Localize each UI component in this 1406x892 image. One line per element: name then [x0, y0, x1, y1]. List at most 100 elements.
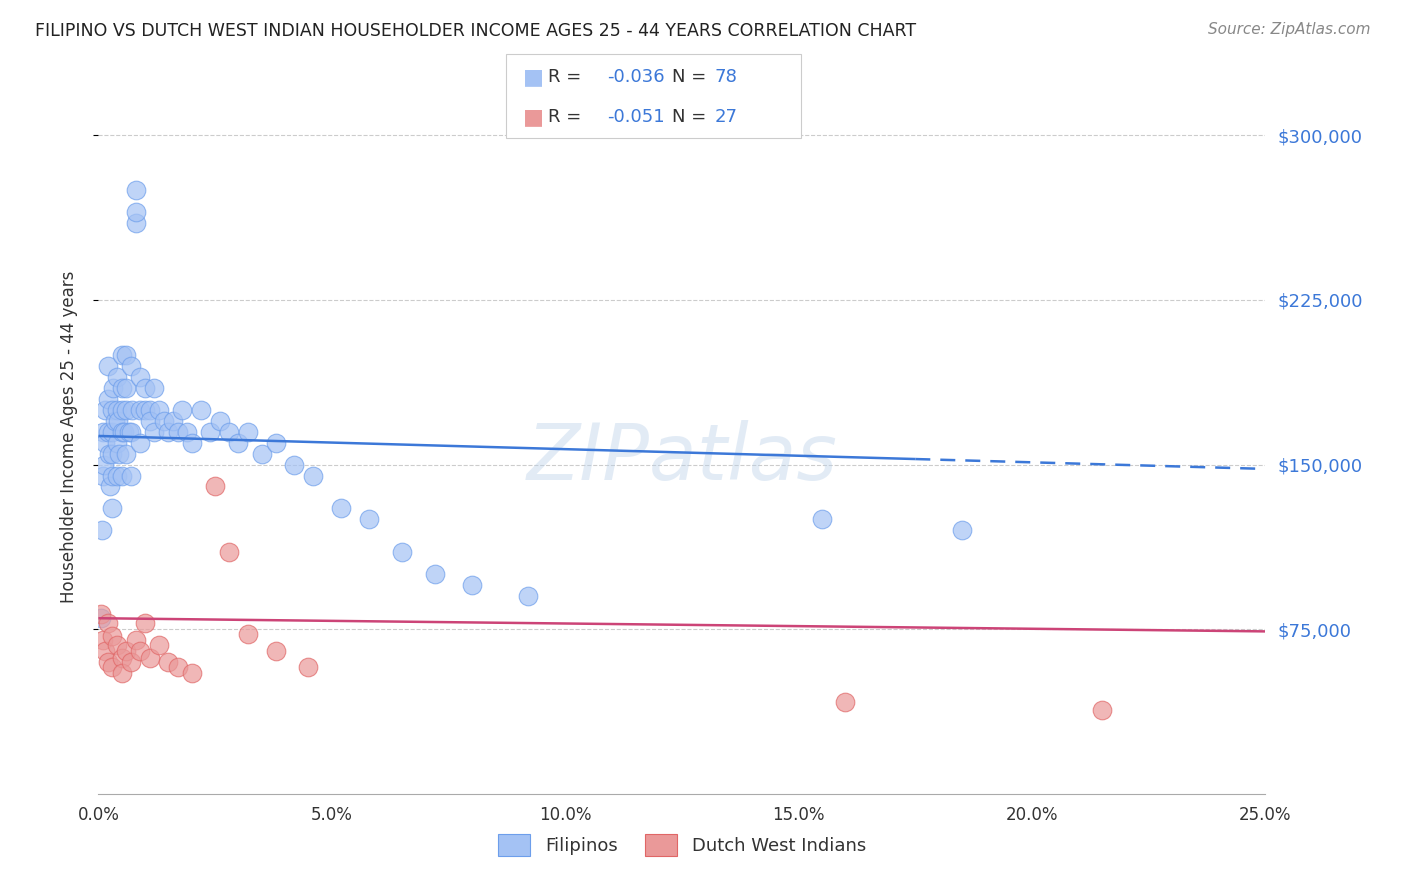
Point	[162, 414, 184, 428]
Point	[91, 524, 114, 538]
Point	[91, 468, 114, 483]
Point	[180, 666, 202, 681]
Point	[101, 659, 124, 673]
Point	[218, 425, 240, 439]
Point	[101, 468, 124, 483]
Point	[112, 425, 135, 439]
Text: 78: 78	[714, 69, 737, 87]
Point	[134, 381, 156, 395]
Point	[111, 381, 134, 395]
Point	[101, 501, 124, 516]
Text: ■: ■	[523, 107, 544, 127]
Point	[166, 425, 188, 439]
Point	[115, 381, 138, 395]
Point	[176, 425, 198, 439]
Point	[120, 655, 142, 669]
Point	[129, 644, 152, 658]
Point	[1091, 703, 1114, 717]
Text: R =: R =	[548, 69, 588, 87]
Point	[120, 359, 142, 373]
Point	[97, 392, 120, 406]
Point	[98, 479, 121, 493]
Point	[94, 644, 117, 658]
Point	[228, 435, 250, 450]
Point	[134, 615, 156, 630]
Point	[101, 446, 124, 460]
Point	[236, 425, 259, 439]
Point	[91, 425, 114, 439]
Point	[103, 381, 125, 395]
Point	[218, 545, 240, 559]
Text: R =: R =	[548, 108, 588, 126]
Point	[105, 369, 128, 384]
Point	[166, 659, 188, 673]
Text: -0.051: -0.051	[607, 108, 665, 126]
Text: N =: N =	[672, 108, 711, 126]
Point	[111, 650, 134, 665]
Point	[283, 458, 305, 472]
Point	[208, 414, 231, 428]
Point	[950, 524, 973, 538]
Point	[129, 402, 152, 417]
Point	[190, 402, 212, 417]
Point	[180, 435, 202, 450]
Point	[94, 402, 117, 417]
Point	[97, 425, 120, 439]
Point	[204, 479, 226, 493]
Point	[111, 348, 134, 362]
Point	[93, 458, 115, 472]
Point	[125, 633, 148, 648]
Point	[264, 644, 287, 658]
Point	[125, 183, 148, 197]
Point	[172, 402, 194, 417]
Point	[107, 414, 129, 428]
Point	[811, 512, 834, 526]
Point	[834, 695, 856, 709]
Point	[129, 435, 152, 450]
Point	[101, 629, 124, 643]
Point	[297, 659, 319, 673]
Point	[111, 402, 134, 417]
Point	[104, 414, 127, 428]
Point	[139, 650, 162, 665]
Point	[115, 446, 138, 460]
Point	[97, 359, 120, 373]
Point	[101, 402, 124, 417]
Point	[94, 435, 117, 450]
Text: ZIPatlas: ZIPatlas	[526, 420, 838, 497]
Point	[157, 425, 180, 439]
Point	[359, 512, 381, 526]
Point	[111, 666, 134, 681]
Point	[90, 611, 112, 625]
Point	[97, 615, 120, 630]
Point	[91, 633, 114, 648]
Y-axis label: Householder Income Ages 25 - 44 years: Householder Income Ages 25 - 44 years	[59, 271, 77, 603]
Point	[129, 369, 152, 384]
Point	[101, 425, 124, 439]
Point	[200, 425, 222, 439]
Point	[115, 644, 138, 658]
Point	[264, 435, 287, 450]
Point	[90, 607, 112, 621]
Text: FILIPINO VS DUTCH WEST INDIAN HOUSEHOLDER INCOME AGES 25 - 44 YEARS CORRELATION : FILIPINO VS DUTCH WEST INDIAN HOUSEHOLDE…	[35, 22, 917, 40]
Point	[250, 446, 273, 460]
Point	[115, 402, 138, 417]
Text: -0.036: -0.036	[607, 69, 665, 87]
Point	[461, 578, 484, 592]
Point	[148, 638, 170, 652]
Point	[391, 545, 413, 559]
Point	[152, 414, 174, 428]
Point	[118, 425, 141, 439]
Point	[148, 402, 170, 417]
Point	[121, 402, 143, 417]
Point	[139, 414, 162, 428]
Text: ■: ■	[523, 67, 544, 87]
Point	[516, 589, 538, 603]
Point	[105, 468, 128, 483]
Point	[111, 468, 134, 483]
Point	[115, 348, 138, 362]
Point	[143, 381, 166, 395]
Point	[125, 216, 148, 230]
Point	[125, 205, 148, 219]
Point	[143, 425, 166, 439]
